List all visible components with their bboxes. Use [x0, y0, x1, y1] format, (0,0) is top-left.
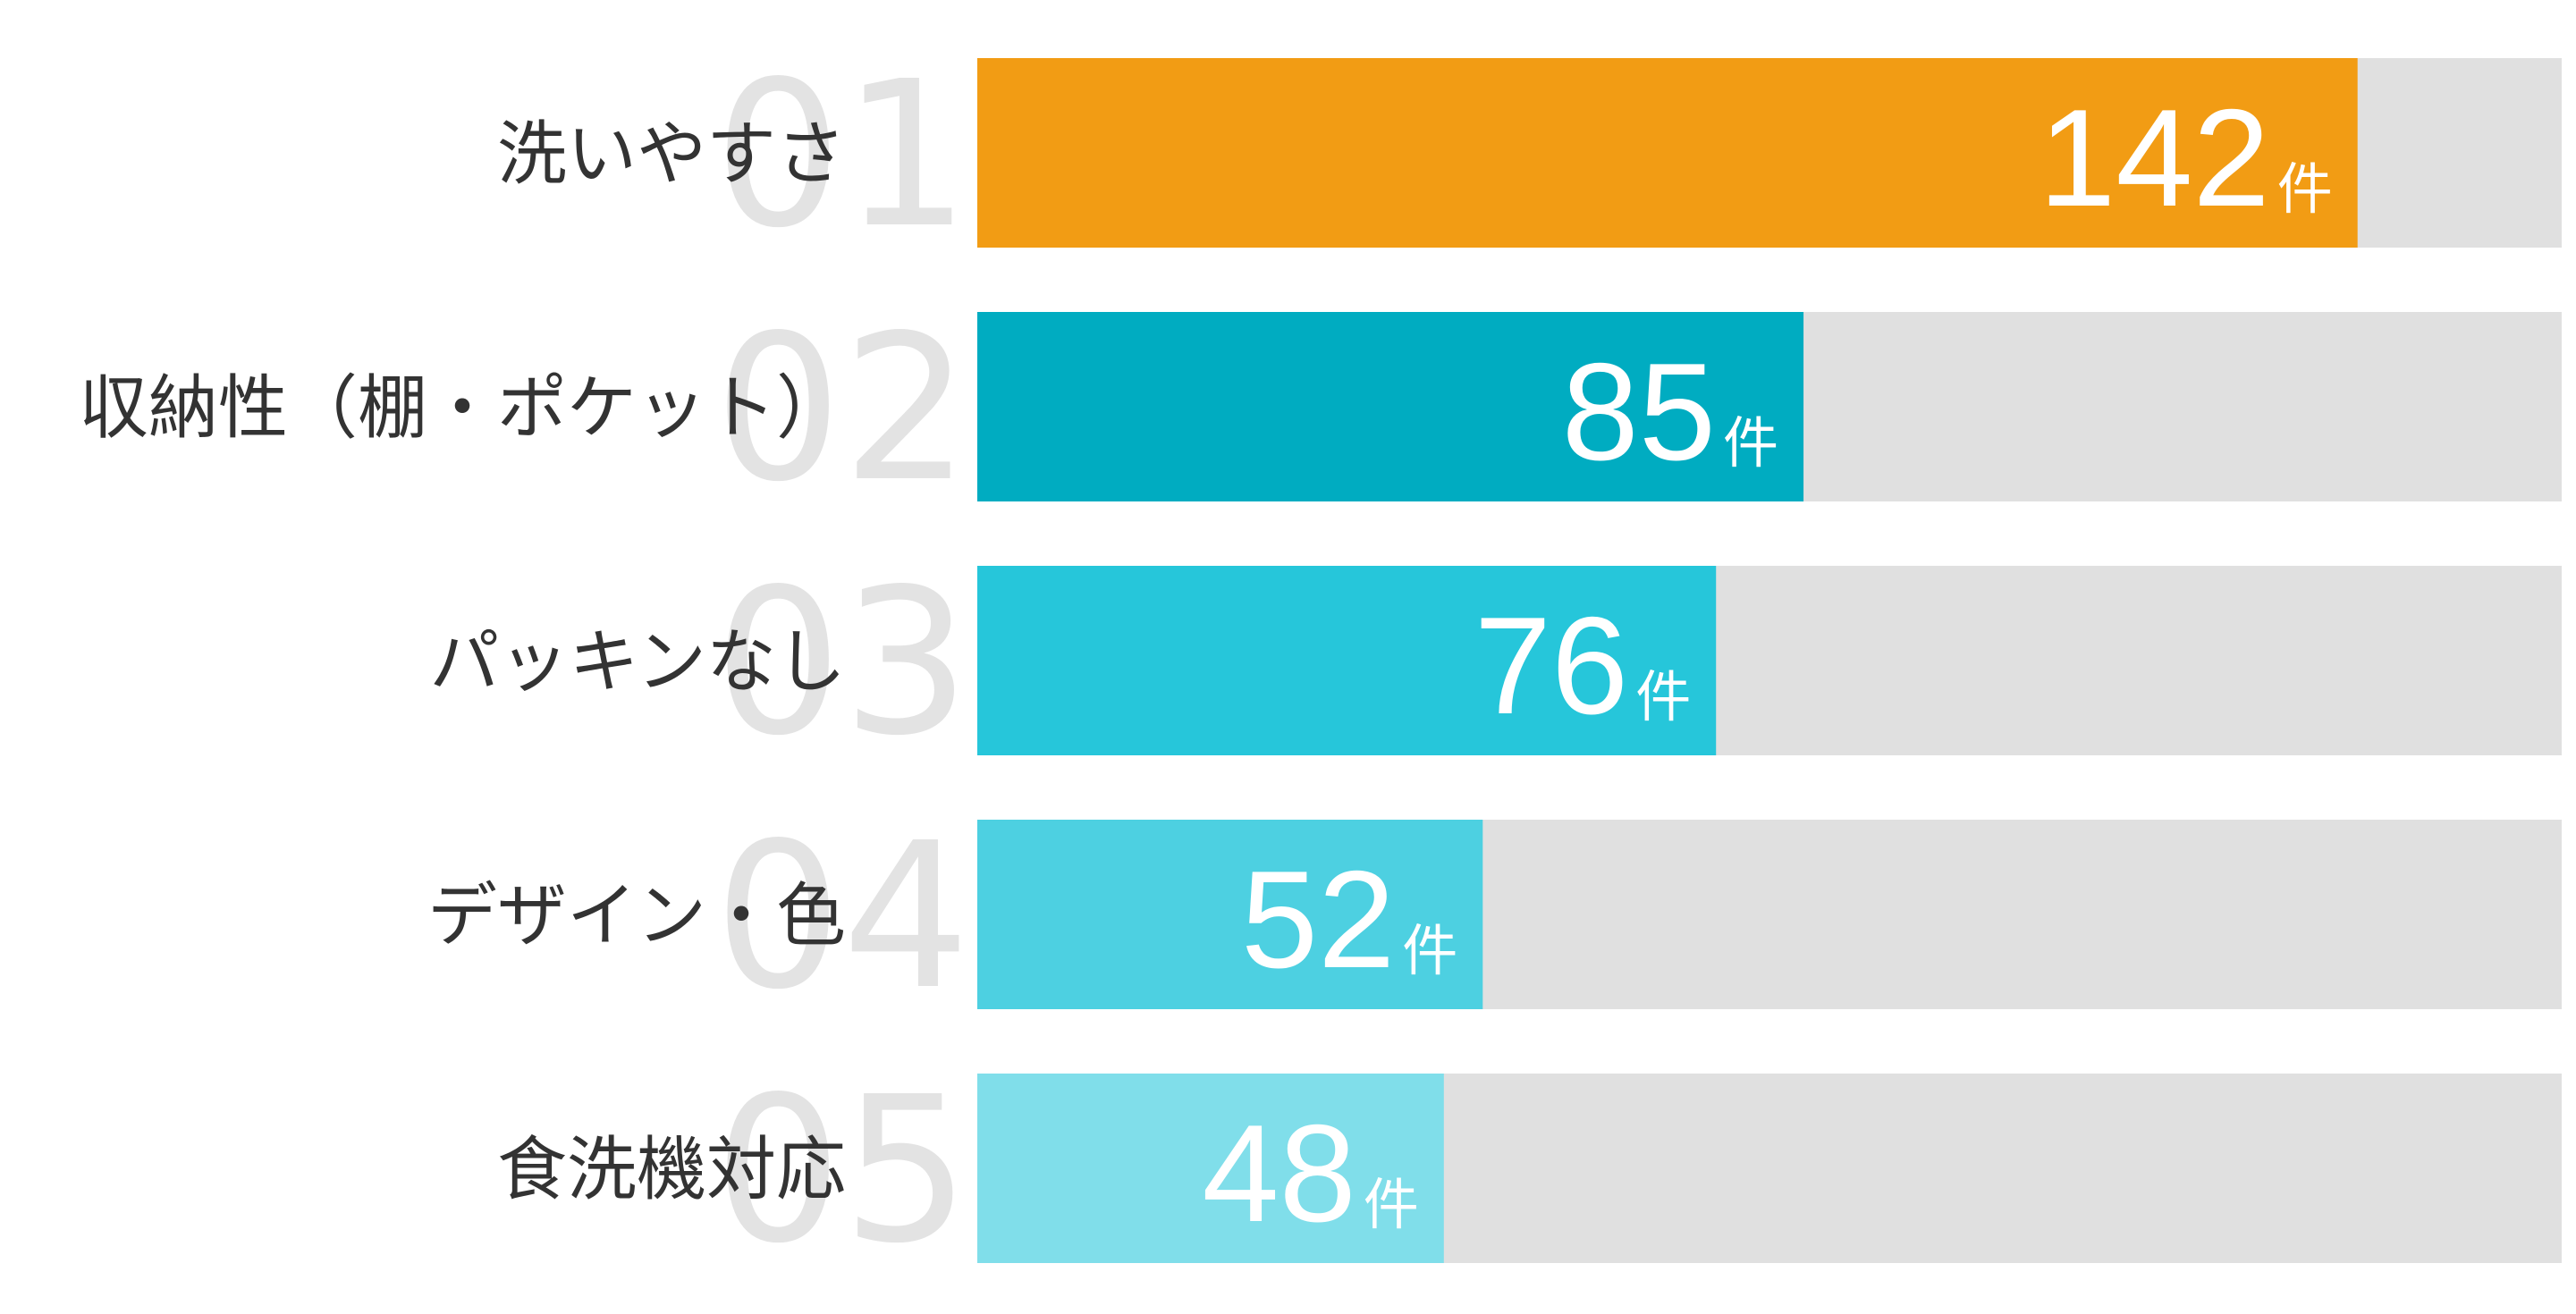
value-unit: 件 [1635, 664, 1691, 729]
category-label: 食洗機対応 [497, 1130, 846, 1210]
bar [977, 820, 1483, 1009]
value-label: 48 [1202, 1096, 1356, 1251]
rank-number: 04 [714, 800, 970, 1034]
value-label: 85 [1562, 334, 1716, 489]
category-label: パッキンなし [429, 622, 846, 703]
bar [977, 312, 1804, 501]
category-label: 収納性（棚・ポケット） [79, 368, 846, 449]
rank-number: 02 [714, 292, 970, 526]
bar [977, 566, 1717, 755]
rank-number: 05 [714, 1054, 970, 1288]
value-label: 76 [1474, 588, 1628, 743]
value-unit: 件 [1364, 1172, 1419, 1237]
value-label: 52 [1241, 842, 1395, 997]
category-label: デザイン・色 [427, 876, 846, 956]
value-unit: 件 [2277, 156, 2333, 222]
bar [977, 1074, 1444, 1263]
rank-number: 01 [714, 38, 970, 273]
rank-number: 03 [714, 546, 970, 780]
bar [977, 58, 2358, 248]
value-unit: 件 [1402, 918, 1457, 983]
value-unit: 件 [1723, 410, 1778, 476]
value-label: 142 [2039, 80, 2270, 235]
category-label: 洗いやすさ [497, 114, 846, 195]
